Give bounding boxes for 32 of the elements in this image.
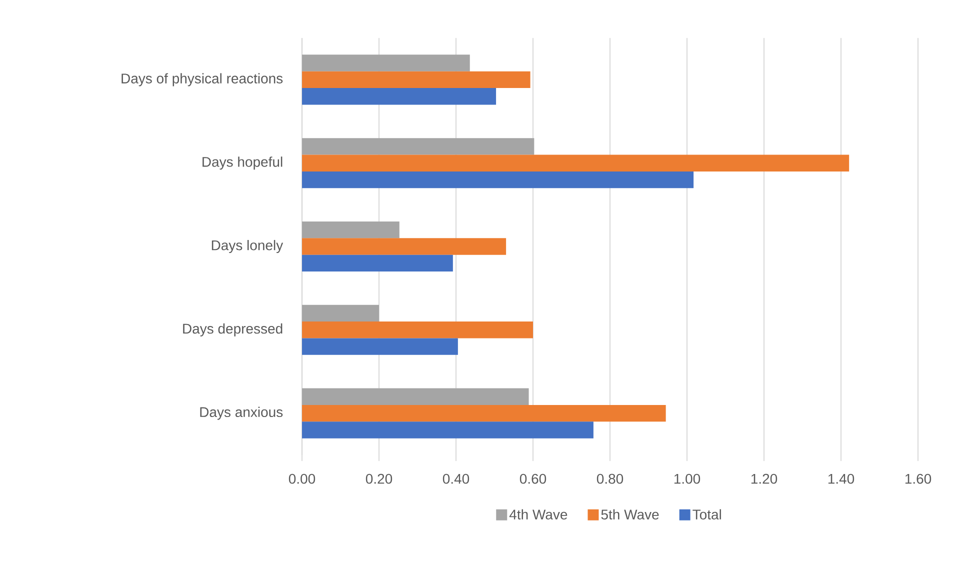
x-tick-label: 0.80 (596, 474, 624, 484)
x-tick-label: 1.20 (751, 474, 778, 484)
legend-label: Total (692, 509, 721, 520)
x-tick-label: 1.60 (905, 474, 932, 484)
bar (302, 171, 694, 188)
y-tick-label: Days of physical reactions (122, 73, 283, 86)
bar (302, 304, 379, 322)
bar (302, 154, 850, 172)
y-tick-label: Days lonely (212, 240, 284, 254)
bar (302, 422, 594, 438)
y-tick-label: Days depressed (183, 323, 282, 336)
bar (302, 404, 666, 422)
x-tick-label: 0.60 (520, 474, 546, 484)
bar (302, 322, 534, 338)
bar (302, 338, 458, 355)
y-tick-label: Days hopeful (202, 156, 282, 170)
bar (302, 254, 453, 272)
bar (302, 221, 400, 238)
bar (302, 71, 530, 88)
x-tick-label: 0.40 (442, 474, 470, 484)
x-tick-label: 1.00 (674, 474, 700, 484)
legend-label: 5th Wave (601, 509, 659, 520)
bar (302, 238, 506, 255)
bar (302, 54, 470, 72)
x-tick-label: 0.00 (288, 474, 316, 484)
y-tick-label: Days anxious (200, 406, 283, 420)
x-tick-label: 0.20 (366, 474, 392, 484)
legend-label: 4th Wave (509, 509, 568, 520)
bar (302, 88, 496, 105)
x-tick-label: 1.40 (828, 474, 854, 484)
bar (302, 388, 529, 405)
bar (302, 138, 534, 155)
